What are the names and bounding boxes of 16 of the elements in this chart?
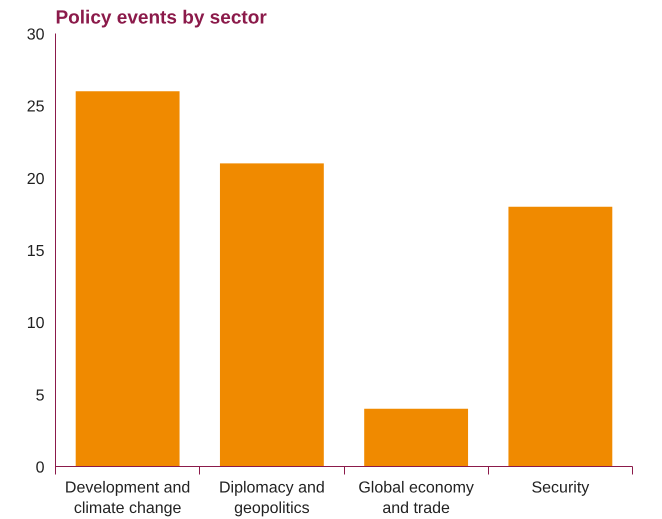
bar: [76, 91, 180, 466]
y-tick-label: 0: [36, 460, 45, 476]
bar: [508, 206, 612, 466]
x-tick-label: Security: [531, 480, 590, 496]
bar: [364, 408, 468, 466]
y-tick-label: 10: [26, 315, 45, 332]
y-tick-label: 5: [36, 387, 45, 404]
x-tick-label: Diplomacy and geopolitics: [218, 480, 325, 517]
y-tick-label: 20: [26, 170, 45, 188]
bar: [220, 163, 324, 466]
y-tick-label: 15: [26, 243, 45, 260]
chart-title: Policy events by sector: [56, 8, 268, 28]
y-tick-label: 30: [26, 26, 45, 44]
y-tick-label: 25: [26, 98, 45, 116]
x-tick-label: Global economy and trade: [358, 480, 474, 517]
x-tick-label: Development and climate change: [64, 480, 190, 517]
